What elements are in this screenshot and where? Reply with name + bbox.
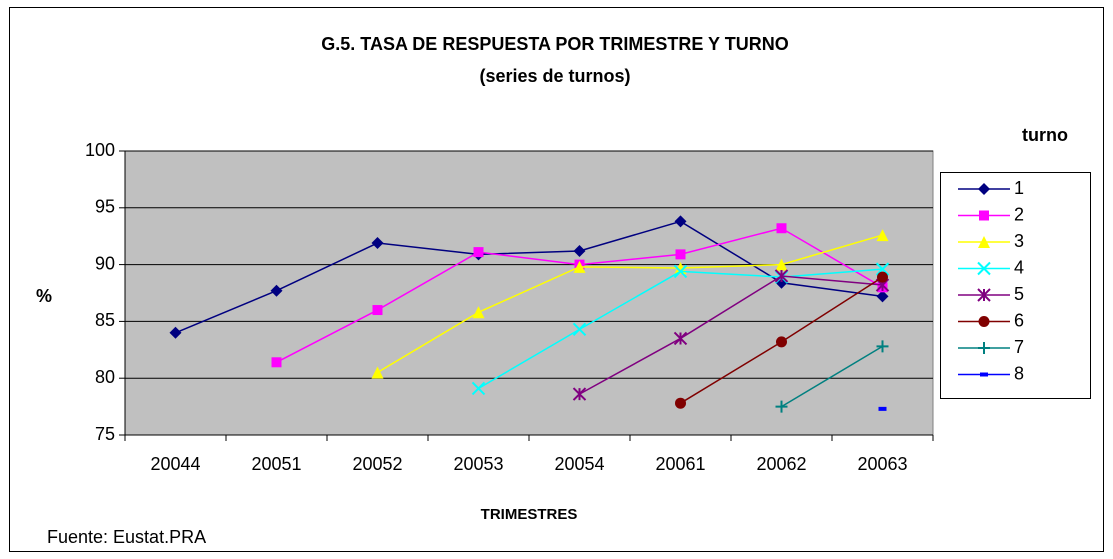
legend-box [940, 172, 1091, 399]
marker [978, 183, 990, 195]
marker [775, 258, 788, 271]
marker [472, 306, 485, 319]
marker [876, 340, 889, 353]
chart-subtitle: (series de turnos) [479, 66, 630, 86]
marker [573, 260, 586, 273]
legend-label: 4 [1014, 257, 1024, 277]
marker [270, 284, 283, 297]
x-tick-label: 20061 [655, 454, 705, 474]
marker [876, 229, 889, 242]
legend-label: 7 [1014, 337, 1024, 357]
marker [372, 305, 383, 316]
marker [675, 397, 686, 409]
marker [169, 326, 182, 339]
y-tick-label: 85 [95, 310, 115, 330]
series-line [579, 275, 883, 395]
marker [673, 331, 688, 346]
marker [471, 381, 486, 396]
series-line [175, 220, 883, 334]
marker [978, 316, 990, 327]
marker [572, 387, 587, 401]
x-tick-label: 20063 [857, 454, 907, 474]
marker [876, 290, 889, 303]
x-tick-label: 20062 [756, 454, 806, 474]
legend-label: 8 [1014, 363, 1024, 383]
marker [980, 372, 988, 377]
marker [573, 244, 586, 257]
x-tick-label: 20052 [352, 454, 402, 474]
y-tick-label: 95 [95, 197, 115, 217]
marker [675, 249, 686, 260]
marker [775, 400, 788, 413]
legend-label: 1 [1014, 178, 1024, 198]
marker [978, 342, 990, 354]
x-axis-label: TRIMESTRES [481, 506, 578, 523]
marker [878, 406, 887, 411]
marker [978, 236, 990, 248]
x-tick-label: 20054 [554, 454, 604, 474]
marker [673, 264, 688, 279]
y-tick-label: 80 [95, 367, 115, 387]
legend-title: turno [1022, 125, 1068, 145]
marker [776, 336, 787, 348]
x-tick-label: 20044 [150, 454, 200, 474]
marker [473, 247, 484, 258]
marker [877, 271, 888, 283]
marker [572, 322, 587, 337]
marker [875, 262, 890, 276]
marker [977, 261, 991, 276]
marker [977, 288, 991, 302]
y-axis-label: % [36, 286, 52, 306]
marker [674, 215, 687, 228]
legend-label: 6 [1014, 310, 1024, 330]
legend-label: 3 [1014, 231, 1024, 251]
legend-label: 2 [1014, 204, 1024, 224]
marker [271, 357, 282, 368]
y-tick-label: 75 [95, 424, 115, 444]
legend-label: 5 [1014, 284, 1024, 304]
plot-area [124, 150, 934, 436]
marker [774, 269, 789, 283]
series-line [377, 234, 883, 374]
y-tick-label: 90 [95, 253, 115, 273]
x-tick-label: 20053 [453, 454, 503, 474]
series-line [781, 345, 883, 408]
marker [371, 366, 384, 379]
marker [371, 237, 384, 250]
chart-title: G.5. TASA DE RESPUESTA POR TRIMESTRE Y T… [321, 34, 788, 54]
marker [776, 223, 787, 234]
marker [979, 210, 989, 221]
y-tick-label: 100 [85, 140, 115, 160]
source-note: Fuente: Eustat.PRA [47, 527, 206, 547]
x-tick-label: 20051 [251, 454, 301, 474]
